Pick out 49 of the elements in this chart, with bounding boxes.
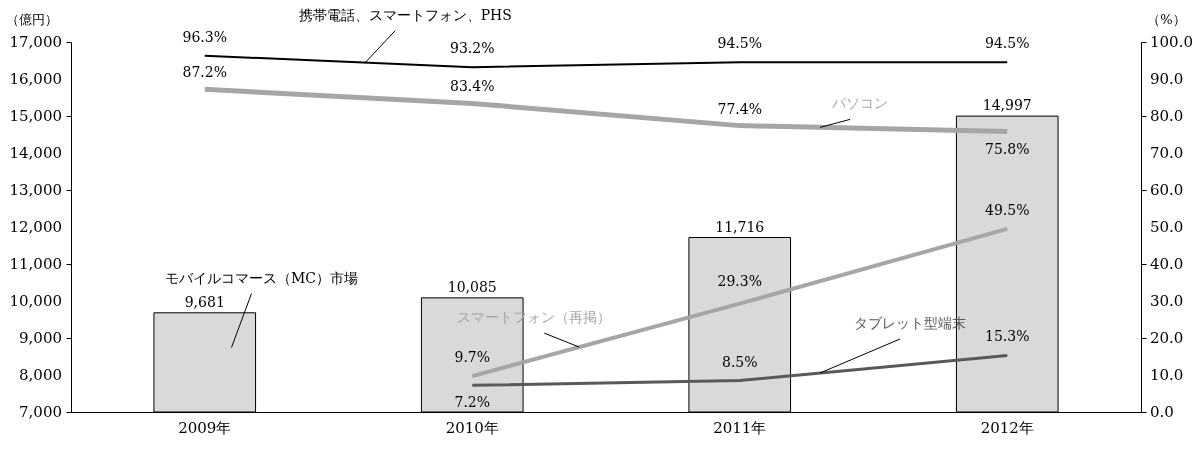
series-label: パソコン <box>831 95 888 112</box>
data-label: 77.4% <box>717 100 762 117</box>
data-label: 49.5% <box>985 201 1030 218</box>
y2-tick-label: 100.0 <box>1150 33 1193 51</box>
data-label: 94.5% <box>717 35 762 52</box>
data-label: 9,681 <box>184 293 225 310</box>
data-label: 75.8% <box>985 140 1030 157</box>
data-label: 87.2% <box>182 64 227 81</box>
y-tick-label: 15,000 <box>9 107 62 125</box>
y-tick-label: 17,000 <box>9 33 62 51</box>
y2-axis-title: （%） <box>1147 11 1186 27</box>
data-label: 9.7% <box>454 349 491 366</box>
y-tick-label: 8,000 <box>19 366 62 384</box>
y2-tick-label: 90.0 <box>1150 70 1184 88</box>
data-label: 94.5% <box>985 35 1030 52</box>
y-tick-label: 13,000 <box>9 181 62 199</box>
data-label: 11,716 <box>715 218 765 235</box>
y-tick-label: 10,000 <box>9 292 62 310</box>
y-tick-label: 16,000 <box>9 70 62 88</box>
y-tick-label: 11,000 <box>9 255 62 273</box>
data-label: 8.5% <box>721 353 758 370</box>
data-label: 29.3% <box>717 272 762 289</box>
data-label: 7.2% <box>454 394 491 411</box>
y2-tick-label: 30.0 <box>1150 292 1184 310</box>
data-label: 10,085 <box>447 278 497 295</box>
data-label: 15.3% <box>985 328 1030 345</box>
x-tick-label: 2010年 <box>445 418 499 437</box>
y2-tick-label: 60.0 <box>1150 181 1184 199</box>
x-tick-label: 2012年 <box>980 418 1034 437</box>
series-label: モバイルコマース（MC）市場 <box>164 269 359 286</box>
y2-tick-label: 0.0 <box>1150 403 1174 421</box>
y2-tick-label: 70.0 <box>1150 144 1184 162</box>
x-tick-label: 2009年 <box>178 418 232 437</box>
y-tick-label: 12,000 <box>9 218 62 236</box>
data-label: 93.2% <box>450 40 495 57</box>
y2-tick-label: 10.0 <box>1150 366 1184 384</box>
y-axis-title: （億円） <box>5 11 58 27</box>
y2-tick-label: 80.0 <box>1150 107 1184 125</box>
text: 携帯電話、スマートフォン、PHS <box>298 6 512 23</box>
data-label: 96.3% <box>182 28 227 45</box>
y-tick-label: 14,000 <box>9 144 62 162</box>
y-tick-label: 9,000 <box>19 329 62 347</box>
y2-tick-label: 40.0 <box>1150 255 1184 273</box>
y2-tick-label: 20.0 <box>1150 329 1184 347</box>
data-label: 14,997 <box>982 97 1032 114</box>
x-tick-label: 2011年 <box>713 418 767 437</box>
y-tick-label: 7,000 <box>19 403 62 421</box>
data-label: 83.4% <box>450 78 495 95</box>
y2-tick-label: 50.0 <box>1150 218 1184 236</box>
